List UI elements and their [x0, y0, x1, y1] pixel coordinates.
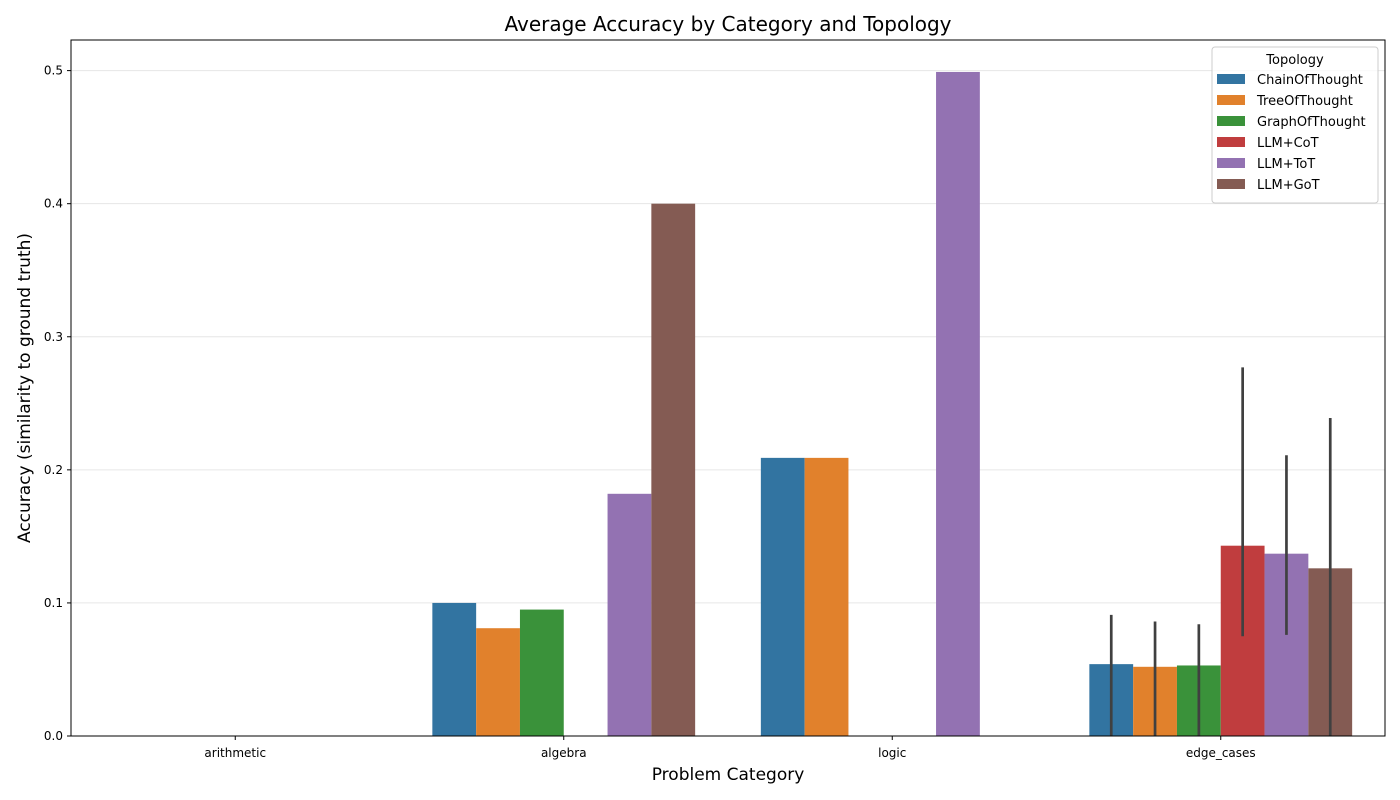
bar: [651, 203, 696, 737]
legend-label: ChainOfThought: [1257, 73, 1363, 88]
legend-label: LLM+GoT: [1257, 178, 1320, 193]
x-tick-label: logic: [878, 746, 906, 760]
y-tick-label: 0.3: [44, 330, 63, 344]
legend-box: [1211, 46, 1379, 204]
legend-label: LLM+CoT: [1257, 136, 1319, 151]
plot-frame: [70, 39, 1386, 737]
legend-swatch: [1217, 158, 1245, 168]
bar: [607, 493, 652, 736]
y-tick-label: 0.1: [44, 596, 63, 610]
x-axis-ticks: arithmetic algebra logic edge_cases: [204, 736, 1256, 760]
y-tick-label: 0.5: [44, 64, 63, 78]
y-axis-ticks: 0.0 0.1 0.2 0.3 0.4 0.5: [44, 64, 71, 743]
x-tick-label: algebra: [541, 746, 587, 760]
legend-items: ChainOfThought TreeOfThought GraphOfThough…: [1217, 73, 1366, 193]
bar: [936, 71, 980, 736]
legend-label: TreeOfThought: [1256, 94, 1353, 109]
y-axis-label: Accuracy (similarity to ground truth): [15, 233, 35, 543]
x-tick-label: edge_cases: [1186, 746, 1256, 760]
error-bars: [1109, 367, 1332, 736]
y-tick-label: 0.4: [44, 197, 63, 211]
bar: [760, 457, 805, 736]
legend: Topology ChainOfThought TreeOfThought Grap…: [1211, 46, 1379, 204]
legend-swatch: [1217, 137, 1245, 147]
legend-label: LLM+ToT: [1257, 157, 1315, 172]
x-tick-label: arithmetic: [204, 746, 266, 760]
y-tick-label: 0.2: [44, 463, 63, 477]
legend-swatch: [1217, 179, 1245, 189]
legend-swatch: [1217, 95, 1245, 105]
bar: [476, 628, 520, 736]
bars: [432, 71, 1353, 737]
legend-swatch: [1217, 74, 1245, 84]
y-tick-label: 0.0: [44, 729, 63, 743]
legend-title: Topology: [1265, 53, 1324, 68]
legend-label: GraphOfThought: [1257, 115, 1366, 130]
chart-title: Average Accuracy by Category and Topolog…: [504, 12, 951, 36]
x-axis-label: Problem Category: [652, 765, 805, 785]
bar: [804, 457, 849, 736]
bar: [519, 609, 564, 736]
legend-swatch: [1217, 116, 1245, 126]
bar: [432, 602, 477, 736]
